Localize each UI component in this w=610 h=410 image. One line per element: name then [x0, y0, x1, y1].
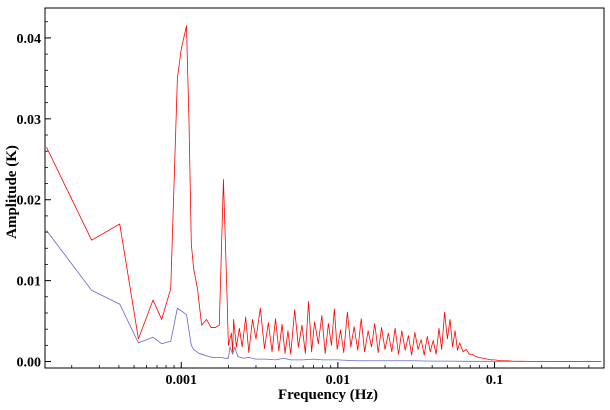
x-tick-label: 0.001	[165, 373, 197, 388]
x-tick-label: 0.1	[486, 373, 504, 388]
plot-area-border	[44, 7, 605, 369]
series-layer	[46, 25, 602, 362]
y-tick-label: 0.02	[17, 194, 42, 209]
y-tick-label: 0.00	[17, 356, 42, 371]
y-axis-label: Amplitude (K)	[4, 145, 20, 239]
series-line-1	[46, 25, 602, 362]
y-tick-label: 0.04	[17, 32, 42, 47]
series-line-2	[46, 230, 602, 362]
y-tick-label: 0.03	[17, 113, 42, 128]
x-axis-label: Frequency (Hz)	[278, 387, 378, 403]
x-tick-label: 0.01	[326, 373, 351, 388]
y-tick-label: 0.01	[17, 275, 42, 290]
tick-layer: 0.001 0.01 0.1 0.00 0.01 0.02 0.03 0.04	[17, 21, 605, 388]
plot-frame	[44, 7, 605, 369]
